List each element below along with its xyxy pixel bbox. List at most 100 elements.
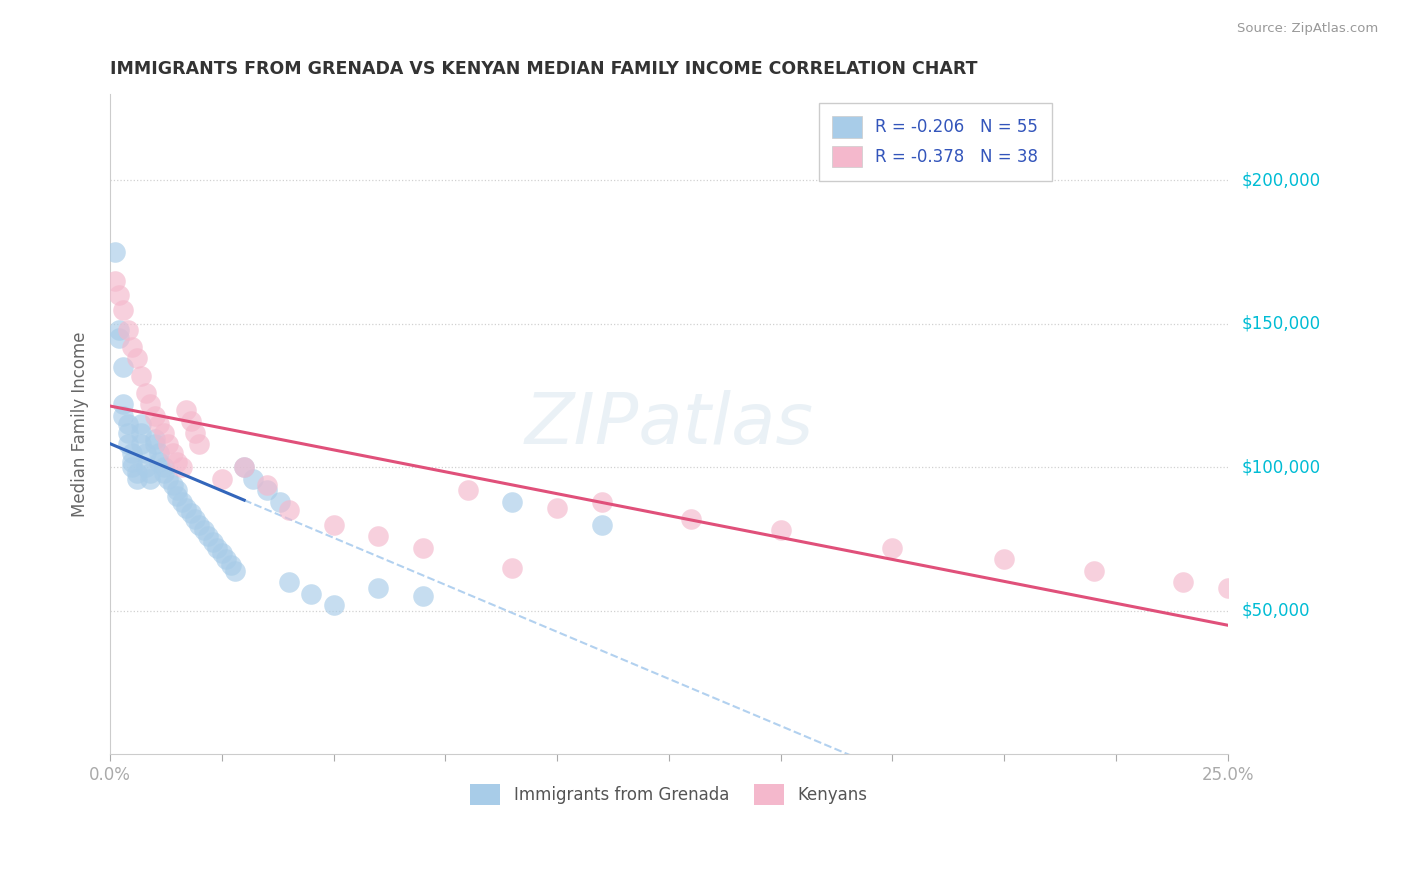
Point [412, 590, 434, 604]
Point [139, 466, 162, 480]
Point [131, 425, 153, 440]
Point [143, 437, 166, 451]
Point [166, 489, 188, 503]
Point [148, 446, 170, 460]
Point [197, 529, 219, 543]
Point [322, 598, 344, 612]
Point [157, 472, 180, 486]
Point [112, 359, 135, 374]
Legend: Immigrants from Grenada, Kenyans: Immigrants from Grenada, Kenyans [464, 777, 875, 812]
Point [769, 524, 792, 538]
Point [148, 417, 170, 432]
Point [412, 541, 434, 555]
Point [174, 403, 197, 417]
Point [299, 586, 322, 600]
Point [882, 541, 904, 555]
Point [1083, 564, 1105, 578]
Point [188, 517, 211, 532]
Point [180, 506, 202, 520]
Point [242, 472, 264, 486]
Point [135, 446, 157, 460]
Point [117, 323, 139, 337]
Point [180, 414, 202, 428]
Y-axis label: Median Family Income: Median Family Income [72, 332, 89, 517]
Point [193, 524, 215, 538]
Point [131, 437, 153, 451]
Point [1171, 575, 1194, 590]
Point [591, 517, 613, 532]
Text: $50,000: $50,000 [1241, 602, 1310, 620]
Point [108, 323, 131, 337]
Point [184, 425, 207, 440]
Point [277, 575, 299, 590]
Point [152, 460, 174, 475]
Point [121, 446, 143, 460]
Point [121, 460, 143, 475]
Point [131, 417, 153, 432]
Point [501, 560, 523, 574]
Point [233, 460, 256, 475]
Text: $150,000: $150,000 [1241, 315, 1320, 333]
Point [125, 351, 148, 366]
Text: $100,000: $100,000 [1241, 458, 1320, 476]
Point [681, 512, 703, 526]
Point [135, 460, 157, 475]
Point [188, 437, 211, 451]
Point [501, 495, 523, 509]
Point [117, 437, 139, 451]
Point [256, 483, 278, 498]
Point [215, 552, 238, 566]
Point [117, 425, 139, 440]
Point [457, 483, 479, 498]
Point [219, 558, 242, 572]
Point [152, 466, 174, 480]
Point [184, 512, 207, 526]
Point [591, 495, 613, 509]
Point [125, 472, 148, 486]
Point [121, 340, 143, 354]
Text: ZIPatlas: ZIPatlas [524, 390, 814, 458]
Point [112, 302, 135, 317]
Point [108, 288, 131, 302]
Text: $200,000: $200,000 [1241, 171, 1320, 189]
Point [166, 455, 188, 469]
Point [108, 331, 131, 345]
Point [322, 517, 344, 532]
Point [157, 437, 180, 451]
Point [166, 483, 188, 498]
Point [112, 397, 135, 411]
Point [162, 446, 184, 460]
Point [367, 581, 389, 595]
Point [201, 535, 224, 549]
Point [135, 385, 157, 400]
Point [125, 466, 148, 480]
Point [233, 460, 256, 475]
Point [139, 472, 162, 486]
Point [546, 500, 568, 515]
Point [256, 477, 278, 491]
Point [117, 417, 139, 432]
Point [131, 368, 153, 383]
Text: Source: ZipAtlas.com: Source: ZipAtlas.com [1237, 22, 1378, 36]
Point [170, 460, 193, 475]
Point [1216, 581, 1239, 595]
Point [103, 245, 125, 260]
Point [170, 495, 193, 509]
Point [162, 477, 184, 491]
Point [367, 529, 389, 543]
Text: IMMIGRANTS FROM GRENADA VS KENYAN MEDIAN FAMILY INCOME CORRELATION CHART: IMMIGRANTS FROM GRENADA VS KENYAN MEDIAN… [110, 60, 977, 78]
Point [121, 455, 143, 469]
Point [148, 455, 170, 469]
Point [143, 409, 166, 423]
Point [152, 425, 174, 440]
Point [112, 409, 135, 423]
Point [224, 564, 246, 578]
Point [993, 552, 1015, 566]
Point [143, 432, 166, 446]
Point [103, 274, 125, 288]
Point [139, 397, 162, 411]
Point [269, 495, 291, 509]
Point [277, 503, 299, 517]
Point [211, 546, 233, 560]
Point [174, 500, 197, 515]
